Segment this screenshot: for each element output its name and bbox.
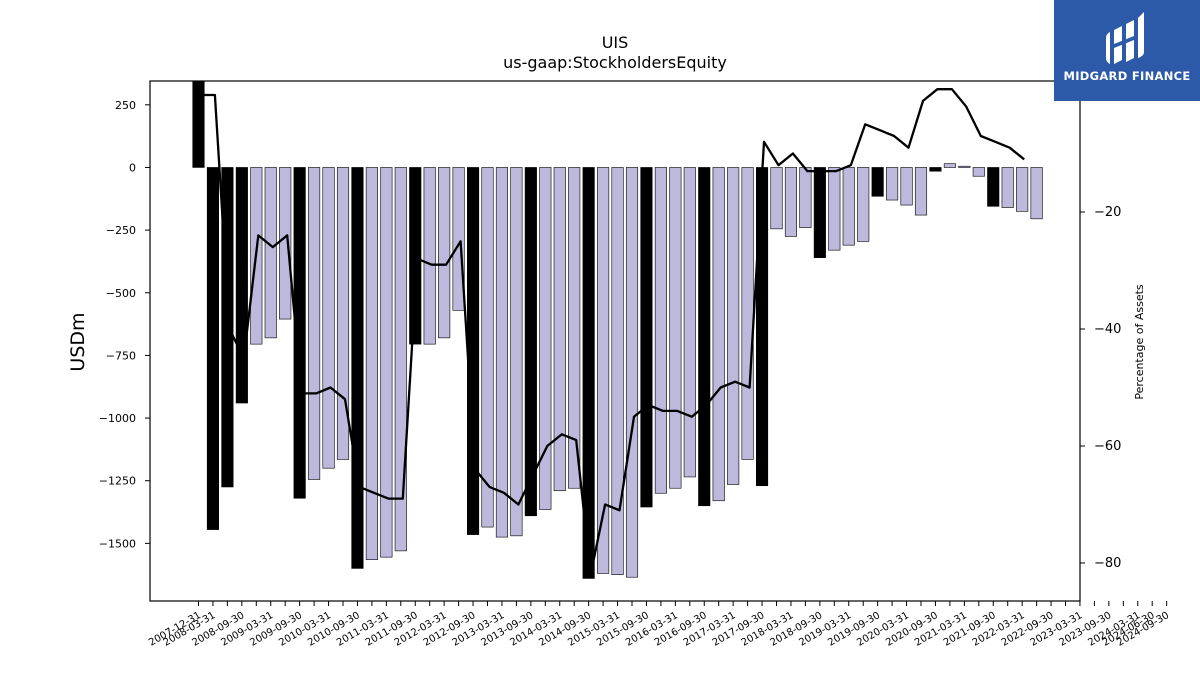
equity-bar bbox=[611, 167, 624, 575]
equity-bar bbox=[524, 167, 537, 517]
equity-bar bbox=[784, 167, 798, 237]
equity-bar bbox=[727, 167, 740, 485]
equity-bar bbox=[409, 167, 422, 345]
equity-bar bbox=[770, 167, 783, 230]
y-axis-right-label: Percentage of Assets bbox=[1133, 284, 1146, 400]
equity-bar bbox=[842, 167, 855, 246]
y-tick-label: −500 bbox=[106, 287, 136, 300]
equity-bar bbox=[221, 167, 234, 488]
equity-bar bbox=[813, 167, 826, 258]
y-tick-label: −1500 bbox=[99, 537, 136, 550]
equity-bar bbox=[235, 167, 248, 404]
equity-bar bbox=[1001, 167, 1014, 208]
equity-bar bbox=[669, 167, 682, 489]
equity-bar bbox=[495, 167, 509, 538]
equity-bar bbox=[914, 167, 928, 216]
equity-bar bbox=[293, 167, 306, 499]
equity-bar bbox=[886, 167, 899, 201]
equity-bar bbox=[640, 167, 653, 508]
y-right-tick-label: −40 bbox=[1094, 322, 1121, 337]
equity-bar bbox=[799, 167, 812, 228]
equity-bar bbox=[438, 167, 451, 339]
equity-bar bbox=[568, 167, 581, 489]
equity-bar bbox=[481, 167, 494, 528]
equity-bar bbox=[755, 167, 769, 487]
equity-bar bbox=[972, 167, 985, 177]
equity-bar bbox=[958, 165, 971, 168]
equity-bar bbox=[539, 167, 552, 510]
equity-bar bbox=[625, 167, 639, 578]
equity-bar bbox=[943, 163, 956, 168]
y-axis-label: USDm bbox=[67, 312, 89, 371]
y-tick-label: −1250 bbox=[99, 475, 136, 488]
equity-bar bbox=[466, 167, 480, 535]
y-tick-label: 0 bbox=[129, 161, 136, 174]
equity-bar bbox=[264, 167, 277, 339]
equity-bar bbox=[510, 167, 523, 537]
equity-bar bbox=[871, 167, 884, 197]
equity-bar bbox=[683, 167, 696, 478]
equity-bar bbox=[929, 167, 942, 172]
equity-bar bbox=[857, 167, 870, 242]
equity-bar bbox=[206, 167, 219, 530]
y-tick-label: 250 bbox=[115, 99, 136, 112]
equity-bar bbox=[365, 167, 378, 560]
equity-bar bbox=[900, 167, 913, 206]
equity-bar bbox=[712, 167, 725, 502]
equity-bar bbox=[279, 167, 292, 320]
equity-bar bbox=[597, 167, 610, 574]
equity-bar bbox=[582, 167, 595, 579]
equity-bar bbox=[654, 167, 667, 494]
equity-bar bbox=[987, 167, 1000, 207]
y-right-tick-label: −20 bbox=[1094, 205, 1121, 220]
equity-bar bbox=[741, 167, 754, 460]
y-right-tick-label: −80 bbox=[1094, 556, 1121, 571]
equity-bar bbox=[698, 167, 711, 507]
equity-bar bbox=[351, 167, 364, 569]
pct-assets-line bbox=[201, 88, 1025, 576]
midgard-logo-icon bbox=[1106, 12, 1144, 64]
midgard-finance-logo: MIDGARD FINANCE bbox=[1054, 0, 1200, 101]
equity-bar bbox=[553, 167, 566, 492]
logo-text: MIDGARD FINANCE bbox=[1063, 69, 1191, 83]
equity-bar bbox=[380, 167, 393, 558]
equity-bar bbox=[394, 167, 407, 552]
equity-bar bbox=[322, 167, 335, 469]
equity-bar bbox=[423, 167, 436, 345]
y-tick-label: −1000 bbox=[99, 412, 136, 425]
equity-bar bbox=[308, 167, 321, 480]
y-tick-label: −250 bbox=[106, 224, 136, 237]
equity-bar bbox=[452, 167, 465, 311]
equity-bar bbox=[1016, 167, 1029, 212]
equity-bar bbox=[1030, 167, 1043, 220]
chart-title: UIS bbox=[602, 33, 629, 52]
y-tick-label: −750 bbox=[106, 349, 136, 362]
plot-frame bbox=[149, 80, 1081, 602]
y-right-tick-label: −60 bbox=[1094, 439, 1121, 454]
equity-bar bbox=[336, 167, 350, 460]
chart-subtitle: us-gaap:StockholdersEquity bbox=[503, 53, 727, 72]
equity-bar bbox=[828, 167, 841, 251]
